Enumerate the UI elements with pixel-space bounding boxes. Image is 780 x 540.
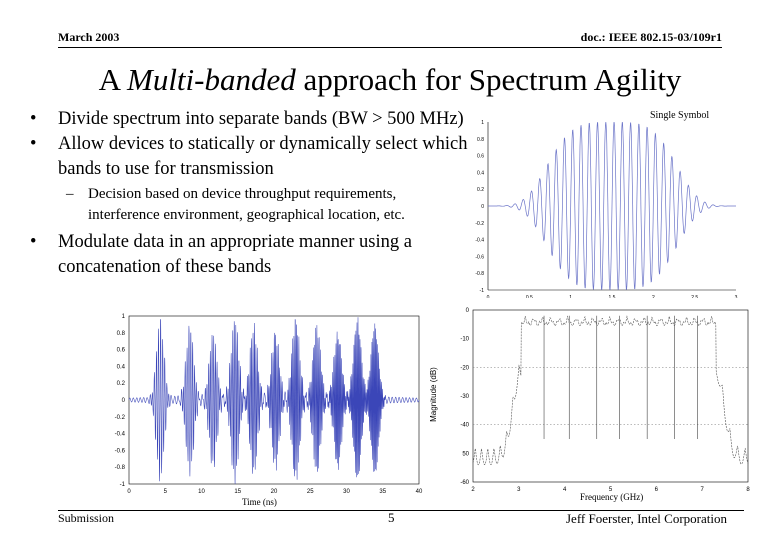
title-post: approach for Spectrum Agility: [295, 62, 682, 97]
bullet-text: Divide spectrum into separate bands (BW …: [58, 109, 464, 129]
slide-title: A Multi-banded approach for Spectrum Agi…: [0, 60, 780, 100]
x-tick-label: 1.5: [609, 295, 616, 298]
x-tick-label: 5: [609, 487, 613, 492]
y-tick-label: 0.8: [477, 137, 484, 143]
x-tick-label: 7: [700, 487, 704, 492]
x-tick-label: 10: [198, 489, 205, 495]
chart-plot-area: 2 3 4 5 6 7 8 0 -10 -20 -30 -40 50 -60: [460, 308, 750, 492]
x-tick-label: 15: [234, 489, 241, 495]
y-tick-label: -30: [460, 394, 469, 400]
y-tick-label: 0.8: [117, 331, 126, 337]
x-tick-label: 4: [563, 487, 567, 492]
x-tick-label: 20: [271, 489, 278, 495]
bullet-item: • Divide spectrum into separate bands (BW…: [30, 107, 470, 132]
header-rule: [58, 47, 722, 48]
y-tick-label: 0.6: [477, 154, 484, 160]
x-tick-label: 3: [735, 295, 738, 298]
single-symbol-title: Single Symbol: [650, 110, 710, 121]
y-tick-label: 0: [122, 398, 126, 404]
y-tick-label: 1: [481, 120, 484, 126]
footer-page-number: 5: [388, 510, 395, 525]
bullet-marker: •: [30, 109, 37, 129]
signal-trace: [488, 122, 736, 290]
dash-marker: –: [66, 186, 74, 202]
y-tick-label: -0.2: [115, 415, 126, 421]
chart-plot-area: 0 0.5 1 1.5 2 2.5 3 1 0.8 0.6 0.4 0.2 0 -0.2 -0.4 -0.6 -…: [475, 120, 737, 298]
sub-bullet-text: Decision based on device throughput requ…: [88, 186, 405, 223]
title-emphasis: Multi-banded: [127, 62, 296, 97]
y-tick-label: -1: [480, 288, 485, 294]
y-tick-label: -20: [460, 365, 469, 371]
x-tick-label: 40: [416, 489, 423, 495]
bullet-marker: •: [30, 134, 37, 154]
y-tick-label: -40: [460, 423, 469, 429]
y-tick-label: 0.2: [117, 381, 126, 387]
bullet-text: Allow devices to statically or dynamical…: [58, 134, 468, 179]
magnitude-axis-label: Magnitude (dB): [428, 367, 438, 422]
x-tick-label: 1: [569, 295, 572, 298]
y-tick-label: -60: [460, 480, 469, 486]
x-tick-label: 2: [471, 487, 475, 492]
x-tick-label: 25: [307, 489, 314, 495]
time-axis-label: Time (ns): [242, 497, 277, 507]
y-tick-label: -0.2: [475, 221, 484, 227]
sub-bullet-item: – Decision based on device throughput req…: [30, 184, 470, 226]
footer-submission: Submission: [58, 511, 115, 525]
footer-rule: [58, 510, 744, 511]
y-tick-label: -10: [460, 337, 469, 343]
footer-author: Jeff Foerster, Intel Corporation: [566, 511, 727, 526]
x-tick-label: 30: [343, 489, 350, 495]
y-tick-label: -0.8: [115, 465, 126, 471]
spectrum-trace: [472, 315, 749, 466]
y-tick-label: -0.4: [115, 432, 126, 438]
y-tick-label: -0.6: [475, 254, 484, 260]
y-tick-label: 0.2: [477, 187, 484, 193]
x-tick-label: 0: [487, 295, 490, 298]
bullet-item: • Allow devices to statically or dynamica…: [30, 132, 470, 182]
y-tick-label: 0.4: [117, 364, 126, 370]
y-tick-label: 0: [481, 204, 484, 210]
chart-frame: [472, 309, 749, 483]
x-tick-label: 2: [652, 295, 655, 298]
x-tick-label: 2.5: [691, 295, 698, 298]
bullet-item: • Modulate data in an appropriate manner …: [30, 230, 470, 280]
y-tick-label: 50: [462, 451, 469, 457]
y-tick-label: -0.8: [475, 271, 484, 277]
y-tick-label: -0.6: [115, 448, 126, 454]
bullet-marker: •: [30, 232, 37, 252]
y-tick-label: 1: [122, 314, 126, 320]
x-tick-label: 8: [746, 487, 750, 492]
header-doc-id: doc.: IEEE 802.15-03/109r1: [580, 30, 722, 44]
chart-plot-area: 0 5 10 15 20 25 30 35 40 1 0.8 0.6 0.4 0.2 0 -0.2 -0.4 -0…: [115, 314, 423, 495]
x-tick-label: 5: [164, 489, 168, 495]
x-tick-label: 6: [655, 487, 659, 492]
single-symbol-chart: 0 0.5 1 1.5 2 2.5 3 1 0.8 0.6 0.4 0.2 0 -0.2 -0.4 -0.6 -…: [475, 120, 737, 298]
y-tick-label: 0.6: [117, 348, 126, 354]
time-domain-chart: 0 5 10 15 20 25 30 35 40 1 0.8 0.6 0.4 0.2 0 -0.2 -0.4 -0…: [115, 314, 423, 495]
spectrum-chart: 2 3 4 5 6 7 8 0 -10 -20 -30 -40 50 -60: [460, 308, 750, 492]
x-tick-label: 35: [379, 489, 386, 495]
x-tick-label: 0: [127, 489, 131, 495]
frequency-axis-label: Frequency (GHz): [580, 492, 644, 502]
bullet-text: Modulate data in an appropriate manner u…: [58, 232, 412, 277]
header-date: March 2003: [58, 30, 120, 44]
y-tick-label: 0: [466, 308, 470, 314]
title-pre: A: [98, 62, 127, 97]
y-tick-label: -0.4: [475, 238, 484, 244]
bullet-list: • Divide spectrum into separate bands (BW…: [30, 107, 470, 280]
y-tick-label: 0.4: [477, 170, 484, 176]
x-tick-label: 3: [517, 487, 521, 492]
signal-trace: [128, 317, 420, 485]
x-tick-label: 0.5: [526, 295, 533, 298]
y-tick-label: -1: [120, 482, 126, 488]
